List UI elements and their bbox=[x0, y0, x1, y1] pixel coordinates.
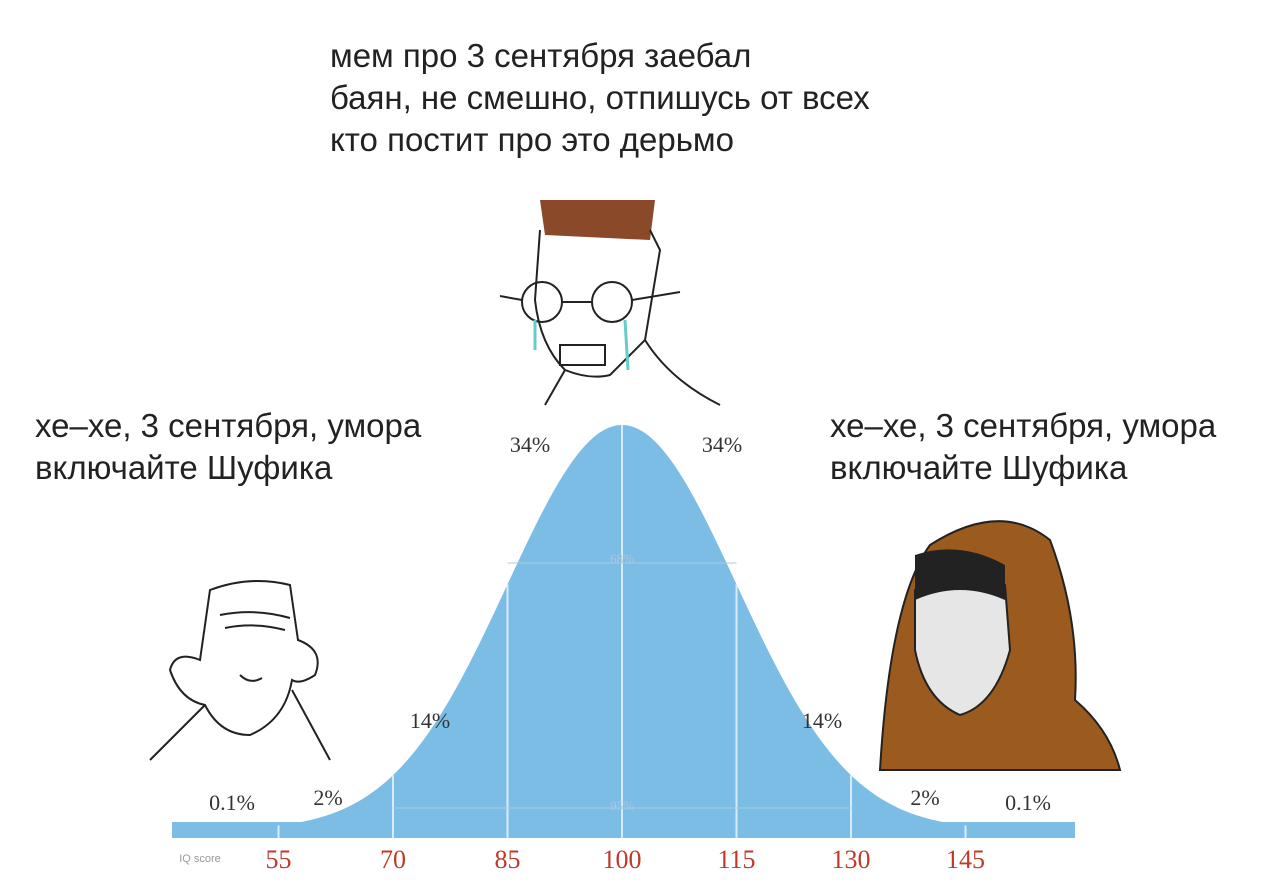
caption-line: кто постит про это дерьмо bbox=[330, 121, 734, 158]
tick-label: 55 bbox=[266, 845, 292, 874]
tick-label: 70 bbox=[380, 845, 406, 874]
percent-label: 0.1% bbox=[209, 790, 255, 815]
percent-label: 14% bbox=[802, 708, 842, 733]
axis-band bbox=[172, 822, 1075, 838]
percent-label: 0.1% bbox=[1005, 790, 1051, 815]
caption-line: хе–хе, 3 сентября, умора bbox=[830, 407, 1217, 444]
axis-title: IQ score bbox=[179, 853, 221, 865]
percent-label: 34% bbox=[702, 432, 742, 457]
caption-line: мем про 3 сентября заебал bbox=[330, 37, 751, 74]
tick-label: 145 bbox=[946, 845, 985, 874]
face-right bbox=[878, 520, 1122, 771]
captions: мем про 3 сентября заебал баян, не смешно… bbox=[35, 37, 1217, 486]
percent-label: 14% bbox=[410, 708, 450, 733]
percent-label: 2% bbox=[910, 785, 939, 810]
tick-label: 85 bbox=[495, 845, 521, 874]
tick-label: 130 bbox=[832, 845, 871, 874]
face-left bbox=[149, 580, 331, 761]
caption-line: включайте Шуфика bbox=[830, 449, 1128, 486]
inner-label: 95% bbox=[610, 798, 634, 813]
bell-curve: 55 70 85 100 115 130 145 68% 95% IQ score 0.1% 2% 14… bbox=[172, 425, 1075, 874]
inner-label: 68% bbox=[610, 551, 634, 566]
percent-label: 34% bbox=[510, 432, 550, 457]
caption-line: баян, не смешно, отпишусь от всех bbox=[330, 79, 870, 116]
face-middle bbox=[499, 200, 721, 406]
percent-label: 2% bbox=[313, 785, 342, 810]
tick-label: 115 bbox=[717, 845, 755, 874]
curve-area bbox=[172, 425, 1075, 830]
caption-line: включайте Шуфика bbox=[35, 449, 333, 486]
tick-label: 100 bbox=[603, 845, 642, 874]
caption-line: хе–хе, 3 сентября, умора bbox=[35, 407, 422, 444]
